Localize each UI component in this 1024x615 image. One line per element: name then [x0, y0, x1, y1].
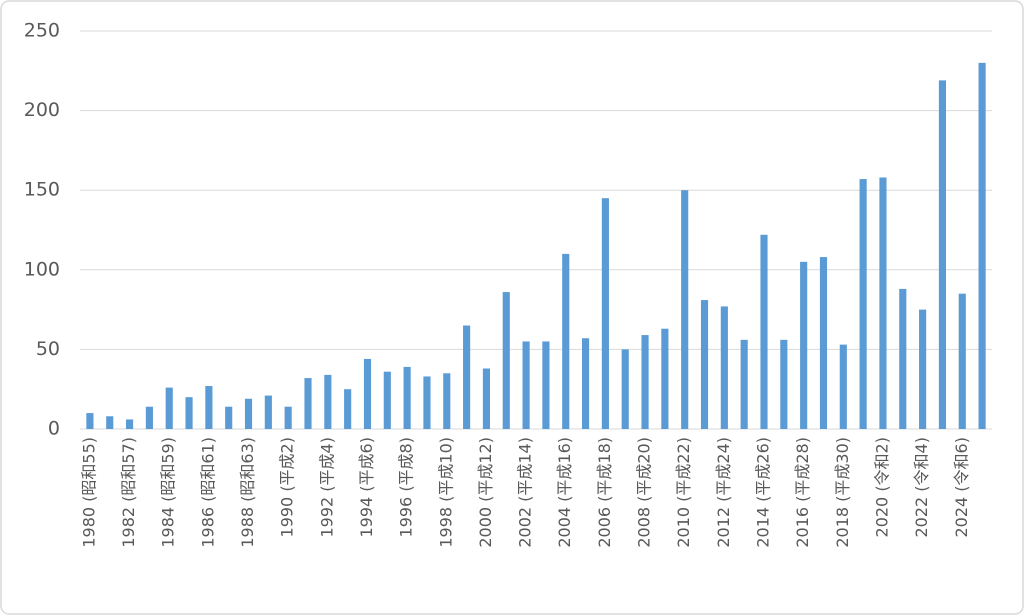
bar	[919, 309, 927, 429]
bar	[740, 339, 748, 429]
x-tick-label: 2018 (平成30)	[833, 437, 852, 548]
y-tick-label: 50	[36, 338, 60, 360]
x-tick-label: 1990 (平成2)	[278, 437, 297, 537]
bar	[958, 293, 966, 429]
x-tick-label: 1996 (平成8)	[397, 437, 416, 537]
x-tick-label: 1986 (昭和61)	[198, 437, 217, 548]
x-tick-label: 2022 (令和4)	[912, 437, 931, 537]
bar	[165, 387, 173, 429]
bar	[800, 261, 808, 429]
bar	[344, 389, 352, 429]
bar	[819, 257, 828, 429]
x-tick-label: 1982 (昭和57)	[119, 437, 138, 548]
x-tick-label: 2000 (平成12)	[476, 437, 495, 548]
bar	[324, 374, 332, 429]
bar	[641, 335, 649, 429]
y-tick-label: 200	[24, 99, 60, 121]
bar	[978, 62, 986, 430]
bar	[700, 300, 709, 429]
bar	[443, 373, 451, 429]
bar	[879, 177, 887, 429]
x-tick-label: 2012 (平成24)	[714, 437, 733, 548]
bar	[403, 366, 411, 429]
bar	[284, 406, 292, 429]
bar	[681, 190, 689, 429]
bar	[780, 339, 788, 429]
bar	[760, 234, 768, 429]
bar	[205, 386, 213, 429]
bar	[839, 344, 847, 429]
bar	[522, 341, 530, 429]
bar	[106, 416, 114, 429]
x-tick-label: 1992 (平成4)	[317, 437, 336, 537]
x-tick-label: 1988 (昭和63)	[238, 437, 257, 548]
bar	[86, 413, 94, 429]
bar	[482, 368, 491, 429]
bar	[363, 358, 372, 429]
y-tick-label: 0	[48, 418, 60, 440]
bar	[938, 80, 947, 430]
y-tick-label: 100	[24, 258, 60, 280]
x-tick-label: 1980 (昭和55)	[79, 437, 98, 548]
bar	[502, 292, 510, 429]
y-tick-label: 250	[24, 20, 60, 42]
bar	[145, 406, 153, 429]
bar	[859, 179, 867, 429]
bar	[185, 397, 193, 429]
bar	[562, 253, 570, 429]
bar	[463, 325, 471, 429]
bar	[720, 306, 728, 429]
bar	[304, 378, 312, 429]
x-tick-label: 1994 (平成6)	[357, 437, 376, 537]
bar	[621, 349, 629, 429]
bar	[225, 406, 233, 429]
x-tick-label: 1984 (昭和59)	[159, 437, 178, 548]
bar	[125, 419, 134, 429]
x-tick-label: 2004 (平成16)	[555, 437, 574, 548]
bar	[601, 198, 609, 429]
x-tick-label: 2014 (平成26)	[754, 437, 773, 548]
bar	[661, 328, 669, 429]
x-tick-label: 2002 (平成14)	[516, 437, 535, 548]
bar	[244, 398, 253, 429]
bar	[581, 338, 590, 429]
bar	[383, 371, 391, 429]
x-tick-label: 2010 (平成22)	[674, 437, 693, 548]
bar	[899, 288, 907, 429]
x-tick-label: 1998 (平成10)	[436, 437, 455, 548]
y-tick-label: 150	[24, 179, 60, 201]
bar	[542, 341, 550, 429]
bar	[264, 395, 272, 429]
x-tick-label: 2006 (平成18)	[595, 437, 614, 548]
x-tick-label: 2016 (平成28)	[793, 437, 812, 548]
bar	[423, 376, 431, 429]
x-tick-label: 2008 (平成20)	[635, 437, 654, 548]
x-tick-label: 2024 (令和6)	[952, 437, 971, 537]
x-tick-label: 2020 (令和2)	[872, 437, 891, 537]
